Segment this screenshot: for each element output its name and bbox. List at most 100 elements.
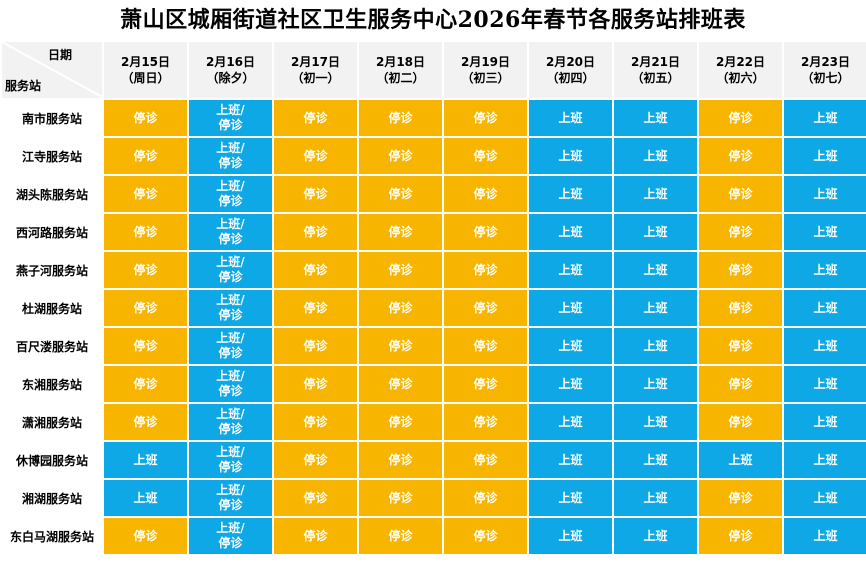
schedule-cell-closed: 停诊 bbox=[102, 136, 189, 176]
schedule-cell-closed: 停诊 bbox=[272, 478, 359, 518]
status-text: 上班 bbox=[813, 148, 838, 163]
station-name: 东白马湖服务站 bbox=[0, 516, 104, 556]
date-label: 2月18日 bbox=[375, 55, 426, 69]
schedule-cell-closed: 停诊 bbox=[442, 326, 529, 366]
schedule-cell-work: 上班 bbox=[782, 250, 866, 290]
status-text: 上班 bbox=[558, 414, 583, 429]
status-text: 停诊 bbox=[388, 376, 413, 391]
table-row: 西河路服务站 停诊 上班/停诊 停诊 停诊 停诊 上班 上班 停诊 上班 bbox=[0, 212, 866, 252]
schedule-cell-work: 上班 bbox=[527, 326, 614, 366]
status-text: 上班 bbox=[643, 110, 668, 125]
date-label: 2月17日 bbox=[290, 55, 341, 69]
schedule-cell-closed: 停诊 bbox=[357, 516, 444, 556]
status-text: 上班 bbox=[813, 452, 838, 467]
status-text-line2: 停诊 bbox=[218, 384, 243, 398]
schedule-cell-work: 上班 bbox=[612, 478, 699, 518]
schedule-cell-work: 上班 bbox=[612, 250, 699, 290]
schedule-cell-work: 上班 bbox=[612, 136, 699, 176]
schedule-cell-closed: 停诊 bbox=[357, 174, 444, 214]
schedule-cell-work: 上班 bbox=[527, 250, 614, 290]
schedule-cell-closed: 停诊 bbox=[102, 212, 189, 252]
station-name: 百尺溇服务站 bbox=[0, 326, 104, 366]
status-text: 上班 bbox=[813, 376, 838, 391]
status-text: 停诊 bbox=[728, 148, 753, 163]
status-text-line2: 停诊 bbox=[218, 346, 243, 360]
schedule-cell-work: 上班 bbox=[612, 516, 699, 556]
station-name: 湘湖服务站 bbox=[0, 478, 104, 518]
page-title: 萧山区城厢街道社区卫生服务中心2026年春节各服务站排班表 bbox=[120, 7, 746, 33]
status-text: 停诊 bbox=[133, 300, 158, 315]
status-text: 上班 bbox=[813, 490, 838, 505]
status-text-line1: 上班/ bbox=[216, 331, 245, 345]
day-label: （初二） bbox=[376, 71, 425, 85]
status-text: 上班 bbox=[558, 490, 583, 505]
day-label: （初六） bbox=[716, 71, 765, 85]
status-text-line1: 上班/ bbox=[216, 217, 245, 231]
status-text: 停诊 bbox=[303, 452, 328, 467]
schedule-cell-mix: 上班/停诊 bbox=[187, 364, 274, 404]
schedule-cell-closed: 停诊 bbox=[357, 212, 444, 252]
status-text: 停诊 bbox=[303, 262, 328, 277]
status-text-line2: 停诊 bbox=[218, 308, 243, 322]
status-text: 停诊 bbox=[728, 186, 753, 201]
schedule-cell-mix: 上班/停诊 bbox=[187, 440, 274, 480]
status-text: 上班 bbox=[813, 186, 838, 201]
schedule-cell-work: 上班 bbox=[612, 212, 699, 252]
station-name: 湖头陈服务站 bbox=[0, 174, 104, 214]
status-text: 上班 bbox=[558, 224, 583, 239]
status-text: 停诊 bbox=[133, 528, 158, 543]
date-label: 2月19日 bbox=[460, 55, 511, 69]
status-text: 停诊 bbox=[728, 224, 753, 239]
schedule-cell-mix: 上班/停诊 bbox=[187, 136, 274, 176]
status-text: 上班 bbox=[643, 414, 668, 429]
status-text: 停诊 bbox=[303, 300, 328, 315]
corner-header-cell: 日期 服务站 bbox=[0, 40, 104, 100]
schedule-cell-work: 上班 bbox=[782, 364, 866, 404]
station-name: 燕子河服务站 bbox=[0, 250, 104, 290]
status-text: 上班 bbox=[813, 224, 838, 239]
date-label: 2月16日 bbox=[205, 55, 256, 69]
day-label: （初五） bbox=[631, 71, 680, 85]
status-text: 停诊 bbox=[303, 338, 328, 353]
status-text: 停诊 bbox=[133, 262, 158, 277]
table-row: 杜湖服务站 停诊 上班/停诊 停诊 停诊 停诊 上班 上班 停诊 上班 bbox=[0, 288, 866, 328]
schedule-cell-closed: 停诊 bbox=[697, 98, 784, 138]
schedule-cell-mix: 上班/停诊 bbox=[187, 326, 274, 366]
schedule-cell-closed: 停诊 bbox=[102, 402, 189, 442]
status-text: 停诊 bbox=[303, 414, 328, 429]
schedule-cell-closed: 停诊 bbox=[442, 212, 529, 252]
status-text-line1: 上班/ bbox=[216, 103, 245, 117]
status-text: 停诊 bbox=[473, 414, 498, 429]
schedule-cell-closed: 停诊 bbox=[697, 212, 784, 252]
schedule-cell-closed: 停诊 bbox=[357, 250, 444, 290]
status-text-line2: 停诊 bbox=[218, 270, 243, 284]
schedule-cell-closed: 停诊 bbox=[272, 174, 359, 214]
table-row: 东白马湖服务站 停诊 上班/停诊 停诊 停诊 停诊 上班 上班 停诊 上班 bbox=[0, 516, 866, 556]
status-text: 上班 bbox=[813, 300, 838, 315]
status-text: 上班 bbox=[643, 262, 668, 277]
schedule-cell-closed: 停诊 bbox=[697, 136, 784, 176]
status-text: 停诊 bbox=[388, 414, 413, 429]
status-text: 停诊 bbox=[473, 300, 498, 315]
status-text-line2: 停诊 bbox=[218, 194, 243, 208]
date-label: 2月22日 bbox=[715, 55, 766, 69]
status-text: 停诊 bbox=[473, 110, 498, 125]
schedule-table: 日期 服务站 2月15日 （周日） 2月16日 （除夕） 2月17日 （初一） 2月18日 （… bbox=[0, 40, 866, 556]
status-text: 停诊 bbox=[473, 186, 498, 201]
status-text: 停诊 bbox=[728, 300, 753, 315]
status-text-line1: 上班/ bbox=[216, 407, 245, 421]
status-text-line1: 上班/ bbox=[216, 483, 245, 497]
schedule-cell-closed: 停诊 bbox=[272, 288, 359, 328]
table-row: 南市服务站 停诊 上班/停诊 停诊 停诊 停诊 上班 上班 停诊 上班 bbox=[0, 98, 866, 138]
date-label: 2月20日 bbox=[545, 55, 596, 69]
status-text: 停诊 bbox=[728, 414, 753, 429]
status-text: 停诊 bbox=[133, 224, 158, 239]
status-text: 上班 bbox=[643, 300, 668, 315]
schedule-cell-work: 上班 bbox=[782, 136, 866, 176]
schedule-cell-work: 上班 bbox=[527, 516, 614, 556]
schedule-cell-closed: 停诊 bbox=[697, 174, 784, 214]
schedule-cell-mix: 上班/停诊 bbox=[187, 478, 274, 518]
schedule-cell-work: 上班 bbox=[612, 98, 699, 138]
status-text: 上班 bbox=[558, 300, 583, 315]
status-text-line1: 上班/ bbox=[216, 293, 245, 307]
